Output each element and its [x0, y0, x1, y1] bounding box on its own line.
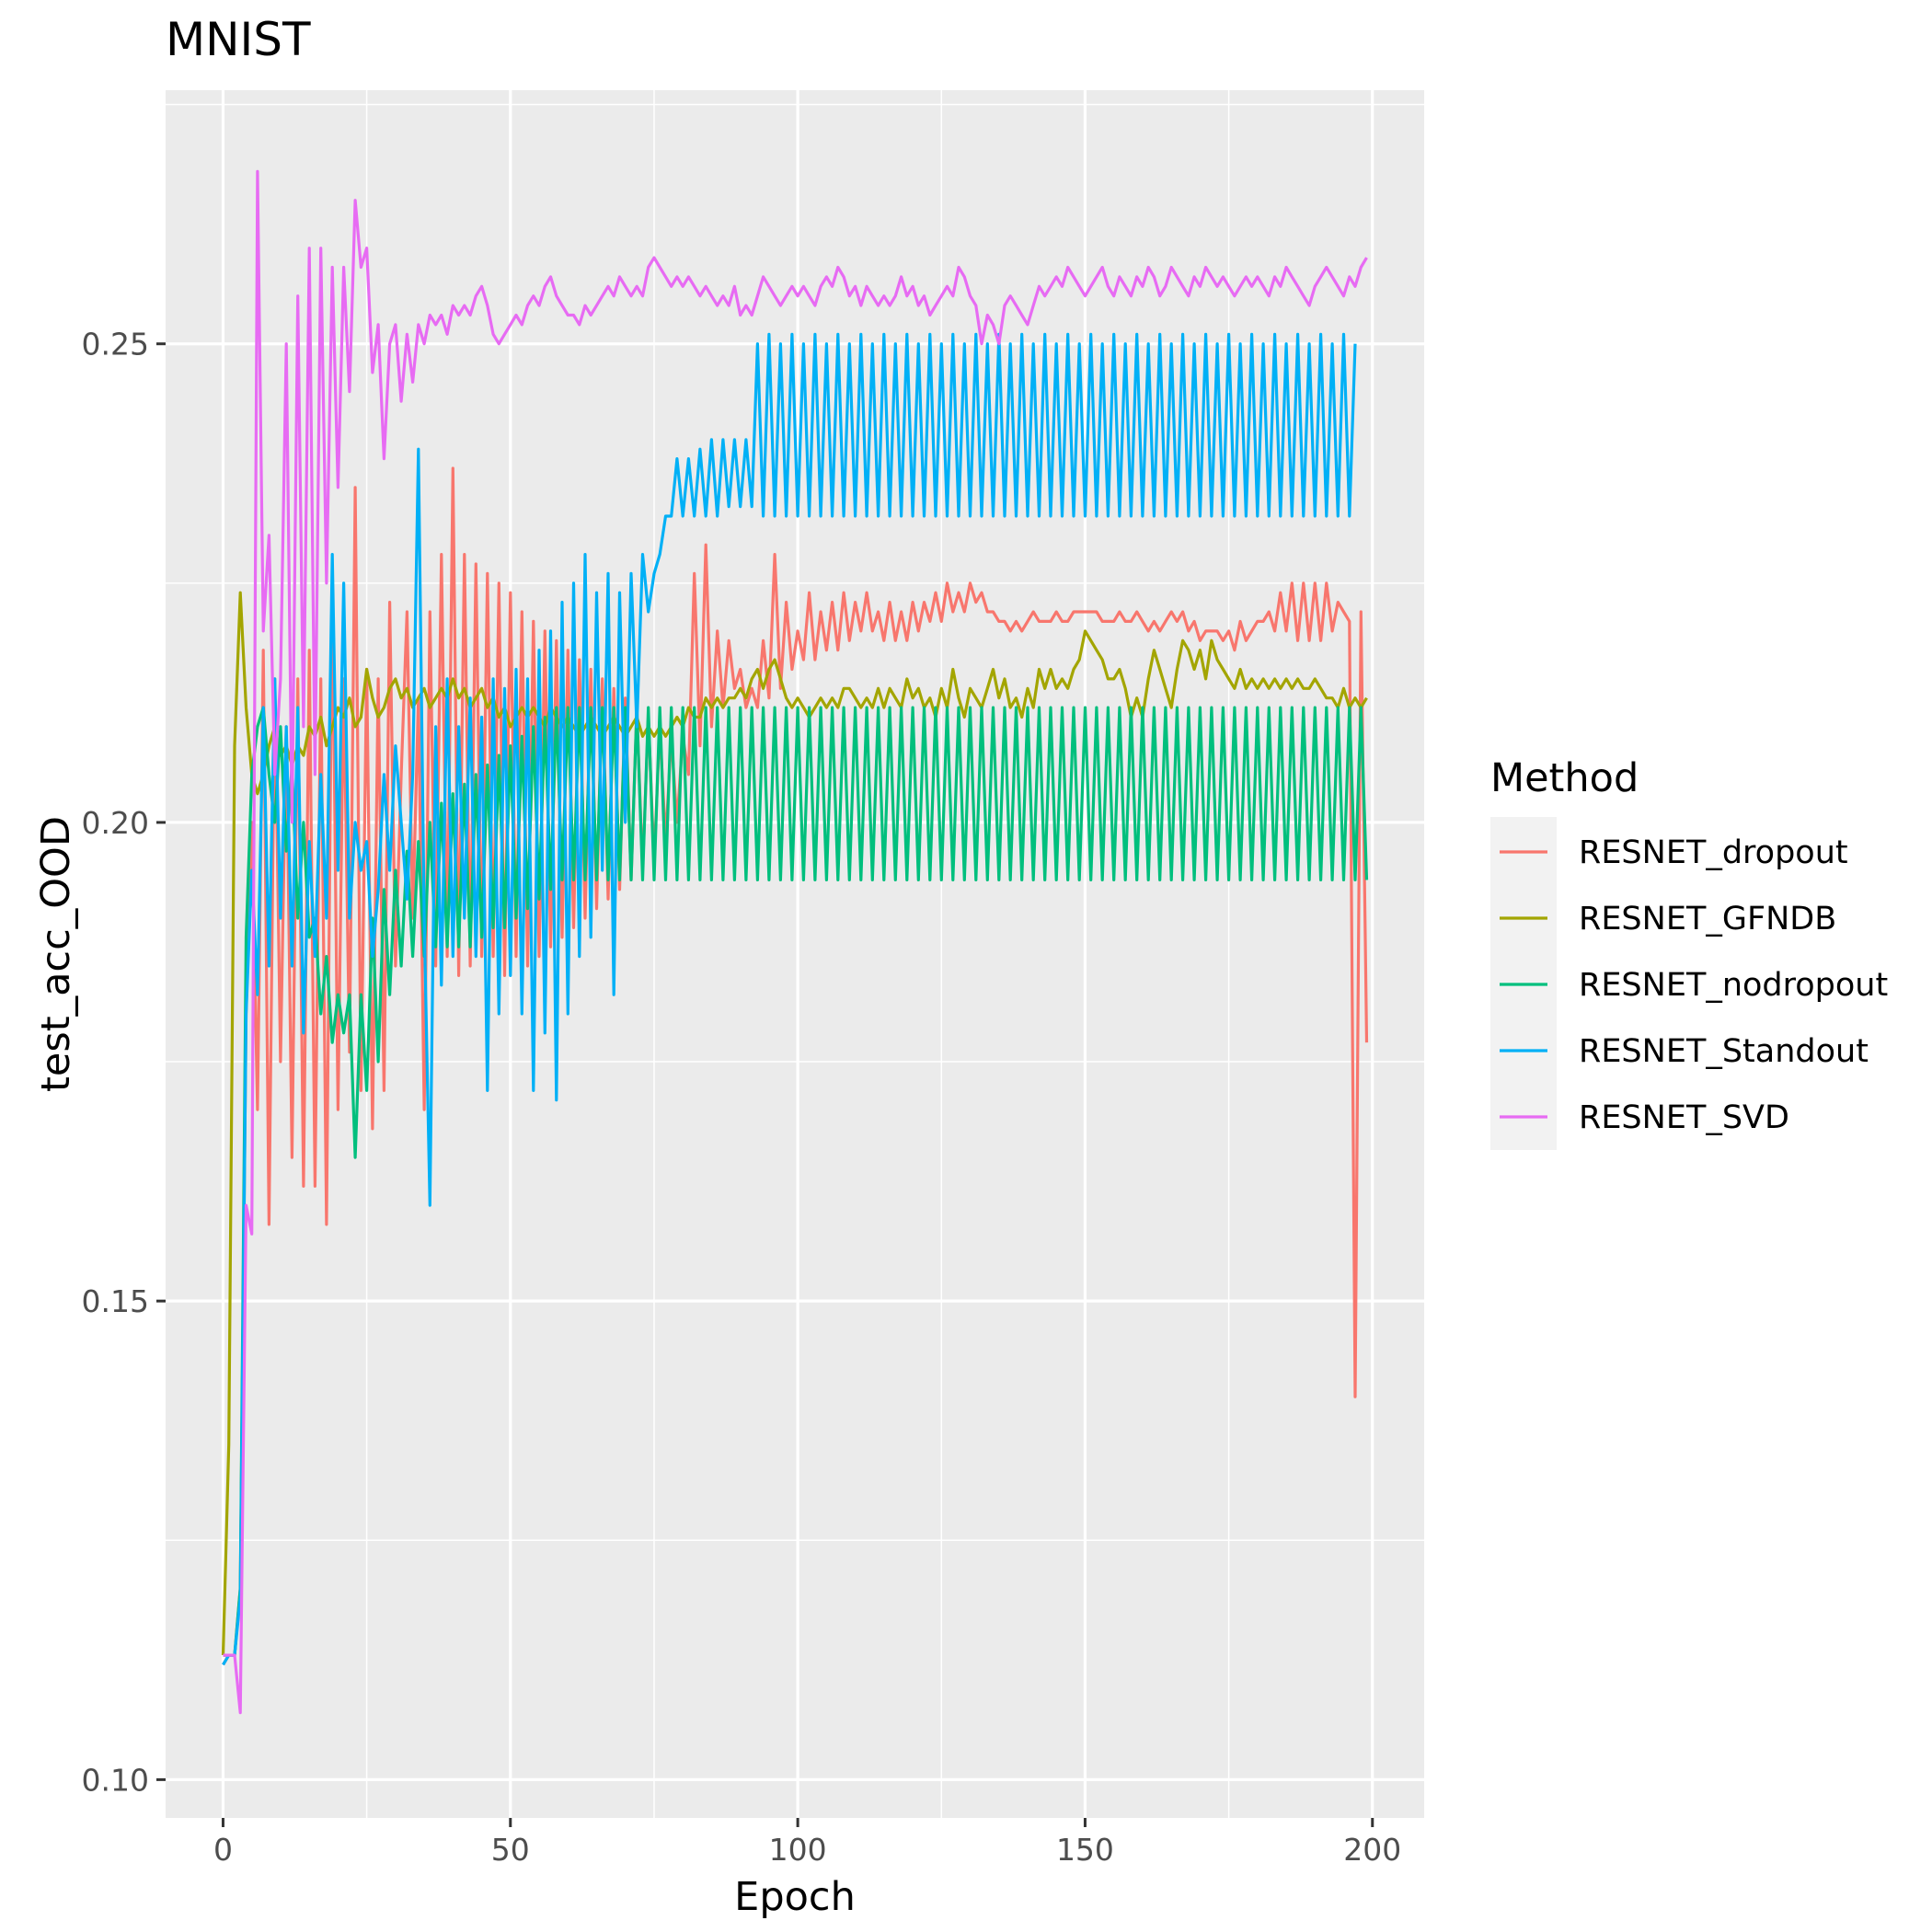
x-tick-label: 150 [1056, 1832, 1114, 1868]
legend-label: RESNET_GFNDB [1579, 901, 1836, 937]
y-tick-labels: 0.10 0.15 0.20 0.25 [82, 327, 149, 1799]
series-line-RESNET_dropout [222, 466, 1369, 1666]
axis-ticks [156, 342, 1374, 1827]
series-line-RESNET_nodropout [223, 706, 1369, 1657]
x-tick-label: 0 [213, 1832, 233, 1868]
series-lines [221, 169, 1369, 1715]
legend-title: Method [1490, 755, 1639, 801]
x-axis-title: Epoch [734, 1874, 856, 1920]
legend-label: RESNET_dropout [1579, 834, 1848, 871]
major-gridlines [166, 90, 1424, 1818]
legend: Method RESNET_dropoutRESNET_GFNDBRESNET_… [1490, 755, 1888, 1150]
legend-label: RESNET_SVD [1579, 1099, 1789, 1136]
x-tick-label: 100 [769, 1832, 827, 1868]
x-tick-labels: 0 50 100 150 200 [213, 1832, 1401, 1868]
series-line-RESNET_SVD [223, 169, 1368, 1715]
legend-label: RESNET_Standout [1579, 1033, 1869, 1070]
y-axis-title: test_acc_OOD [33, 816, 79, 1092]
y-tick-label: 0.15 [82, 1283, 149, 1319]
y-tick-label: 0.20 [82, 805, 149, 841]
x-tick-label: 200 [1343, 1832, 1401, 1868]
y-tick-label: 0.10 [82, 1762, 149, 1798]
plot-panel [166, 90, 1424, 1818]
legend-items: RESNET_dropout RESNET_GFNDB RESNET_nodropo… [1500, 834, 1888, 1136]
y-tick-label: 0.25 [82, 327, 149, 362]
legend-label: RESNET_nodropout [1579, 967, 1888, 1004]
series-line-RESNET_Standout [222, 332, 1357, 1666]
x-tick-label: 50 [491, 1832, 530, 1868]
chart-title: MNIST [166, 13, 311, 66]
